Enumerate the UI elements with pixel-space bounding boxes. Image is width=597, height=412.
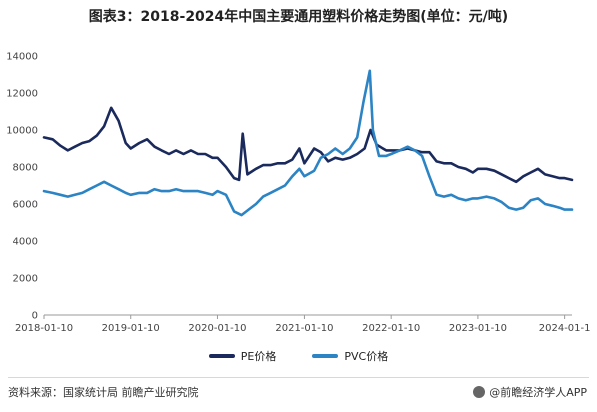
app-credit-label: @前瞻经济学人APP	[489, 386, 587, 399]
x-tick-label: 2019-01-10	[102, 323, 160, 334]
pvc-price-line	[42, 69, 574, 217]
y-tick-label: 4000	[13, 237, 38, 248]
legend-item-pvc: PVC价格	[312, 348, 388, 364]
x-tick-label: 2022-01-10	[362, 323, 420, 334]
y-tick-label: 12000	[6, 89, 38, 100]
x-tick-label: 2020-01-10	[188, 323, 246, 334]
legend-item-pe: PE价格	[208, 348, 277, 364]
x-tick-label: 2018-01-10	[15, 323, 73, 334]
x-tick-label: 2021-01-10	[275, 323, 333, 334]
source-text: 资料来源：国家统计局 前瞻产业研究院	[8, 386, 199, 399]
y-tick-label: 8000	[13, 163, 38, 174]
footer-divider	[8, 377, 589, 378]
chart-title: 图表3：2018-2024年中国主要通用塑料价格走势图(单位：元/吨)	[88, 9, 509, 25]
legend-swatch-pe	[208, 354, 235, 358]
chart-area: 0 2000 4000 6000 8000 10000 12000 14000 2018-01-…	[0, 30, 597, 344]
line-chart: 0 2000 4000 6000 8000 10000 12000 14000 2018-01-…	[6, 52, 591, 335]
app-credit: @前瞻经济学人APP	[473, 384, 587, 400]
app-logo-icon	[473, 386, 486, 398]
y-tick-label: 6000	[13, 200, 38, 211]
legend-swatch-pvc	[312, 354, 339, 358]
chart-legend: PE价格 PVC价格	[0, 348, 597, 364]
y-tick-label: 2000	[13, 274, 38, 285]
legend-label-pvc: PVC价格	[344, 350, 389, 363]
x-tick-label: 2024-01-1	[539, 323, 591, 334]
y-tick-label: 10000	[6, 126, 38, 137]
legend-label-pe: PE价格	[240, 350, 277, 363]
y-tick-label: 14000	[6, 52, 38, 63]
y-tick-label: 0	[32, 311, 38, 322]
pe-price-line	[42, 106, 574, 184]
x-tick-label: 2023-01-10	[449, 323, 507, 334]
